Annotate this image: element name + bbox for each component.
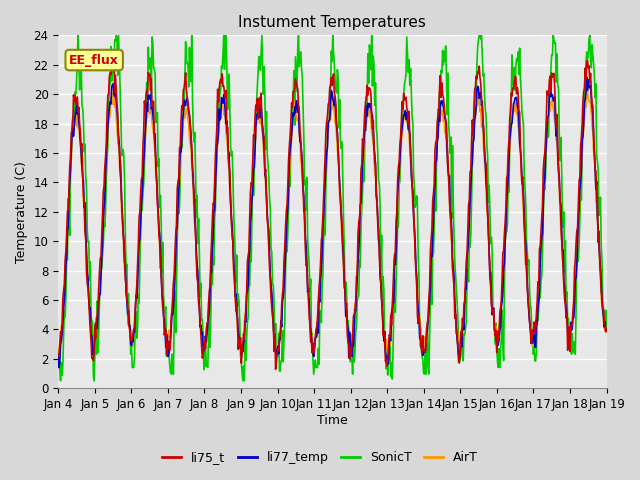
AirT [65,209,72,215]
AirT [54,353,62,359]
SonicT [401,81,408,86]
Title: Instument Temperatures: Instument Temperatures [239,15,426,30]
AirT [399,123,407,129]
li75_t [417,343,424,349]
Line: li75_t: li75_t [58,53,607,369]
SonicT [57,378,65,384]
li75_t [109,50,116,56]
AirT [177,157,184,163]
AirT [603,329,611,335]
li75_t [401,96,408,101]
Y-axis label: Temperature (C): Temperature (C) [15,161,28,263]
SonicT [113,33,120,38]
li75_t [603,326,611,332]
li75_t [65,207,72,213]
li77_temp [65,192,73,198]
Legend: li75_t, li77_temp, SonicT, AirT: li75_t, li77_temp, SonicT, AirT [157,446,483,469]
AirT [121,268,129,274]
SonicT [54,352,62,358]
li75_t [177,117,185,123]
SonicT [207,312,214,318]
li77_temp [206,290,214,296]
SonicT [178,145,186,151]
li75_t [272,366,280,372]
Line: SonicT: SonicT [58,36,607,381]
li75_t [54,351,62,357]
li77_temp [603,328,611,334]
AirT [584,88,591,94]
li77_temp [583,74,591,80]
X-axis label: Time: Time [317,414,348,427]
li75_t [206,283,214,288]
li75_t [122,277,129,283]
AirT [415,313,423,319]
Text: EE_flux: EE_flux [69,54,119,67]
SonicT [603,327,611,333]
Line: li77_temp: li77_temp [58,77,607,368]
li77_temp [54,354,62,360]
li77_temp [177,149,185,155]
SonicT [122,265,130,271]
li77_temp [122,264,129,270]
Line: AirT: AirT [58,91,607,356]
li77_temp [55,365,63,371]
AirT [205,304,213,310]
li77_temp [416,336,424,342]
li77_temp [400,112,408,118]
SonicT [417,325,424,331]
SonicT [65,212,73,217]
